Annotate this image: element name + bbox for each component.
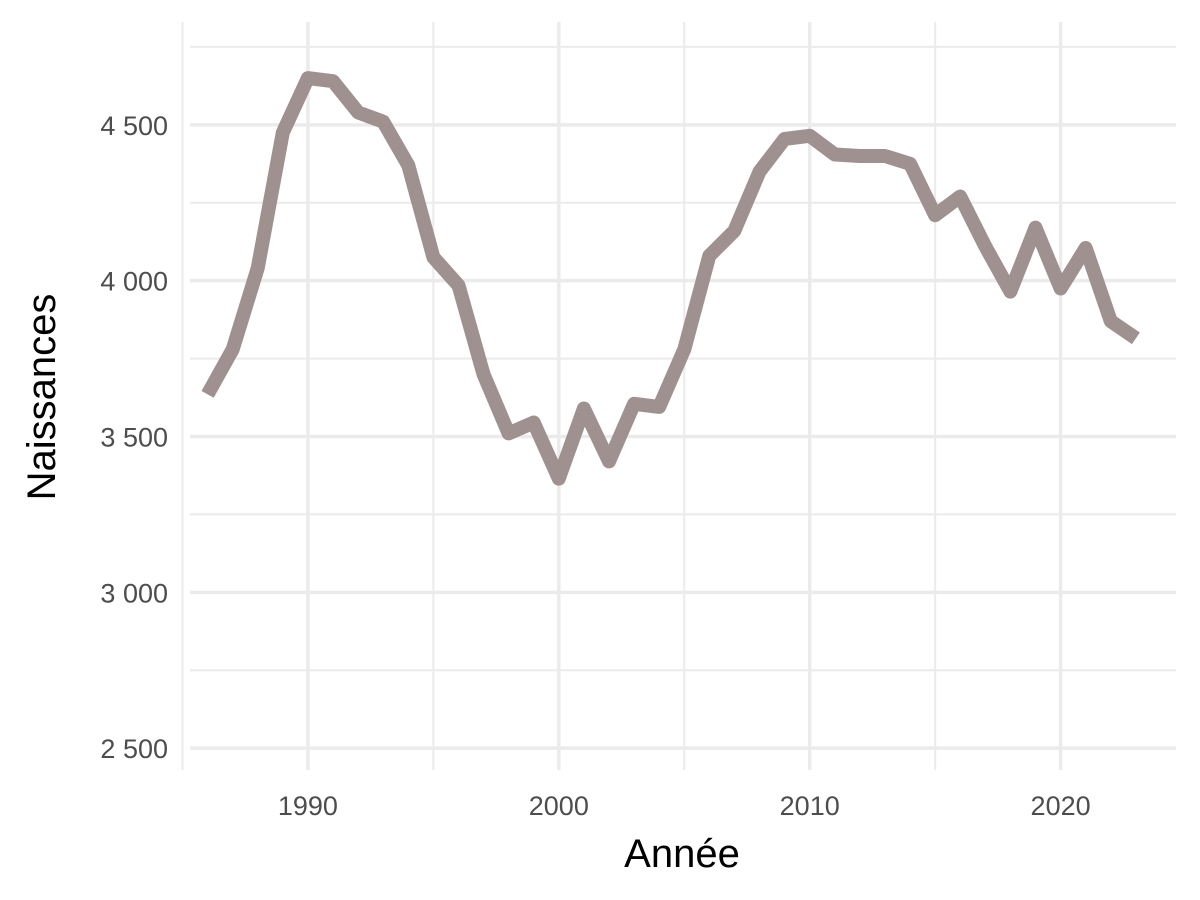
y-tick-label: 4 500 [100,111,168,141]
y-axis-tick-labels: 2 500 3 000 3 500 4 000 4 500 [100,111,168,764]
y-tick-label: 2 500 [100,734,168,764]
x-tick-label: 2000 [529,791,589,821]
y-axis-title: Naissances [20,294,64,501]
y-tick-label: 3 000 [100,578,168,608]
x-axis-tick-labels: 1990 2000 2010 2020 [278,791,1091,821]
series-line [201,71,1140,486]
grid-lines [181,22,1176,770]
x-tick-label: 2010 [780,791,840,821]
x-tick-label: 2020 [1031,791,1091,821]
x-tick-label: 1990 [278,791,338,821]
y-tick-label: 3 500 [100,423,168,453]
x-axis-title: Année [624,832,740,876]
y-tick-label: 4 000 [100,267,168,297]
